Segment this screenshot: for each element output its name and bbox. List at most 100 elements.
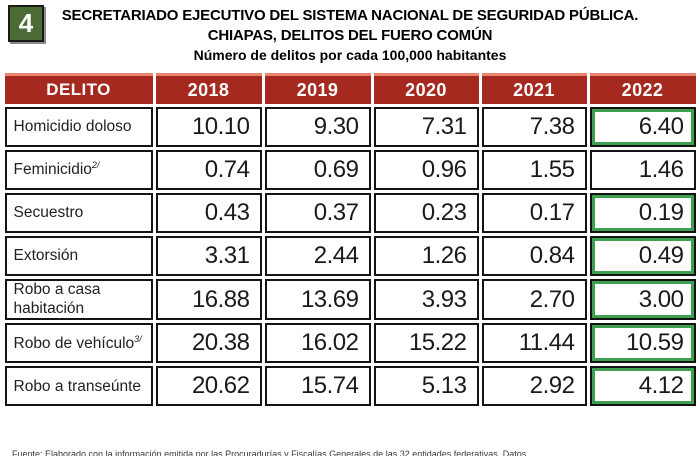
value-cell: 0.17 <box>481 193 587 233</box>
value-cell: 16.02 <box>264 323 371 364</box>
table-row-robo-a-transeunte: Robo a transeúnte 20.62 15.74 5.13 2.92 … <box>4 366 696 407</box>
delito-text: Robo de vehículo <box>13 334 135 352</box>
value-cell: 0.74 <box>155 150 262 190</box>
value-cell: 13.69 <box>264 279 371 321</box>
value-2019: 0.69 <box>313 156 359 183</box>
source-note: Fuente: Elaborado con la información emi… <box>12 449 527 456</box>
highlight-box: 0.49 <box>591 238 694 274</box>
value-cell: 10.10 <box>155 107 262 147</box>
value-2022: 1.46 <box>638 156 684 183</box>
value-cell: 2.70 <box>481 279 587 321</box>
value-2020: 1.26 <box>421 242 467 269</box>
value-cell: 10.59 <box>589 323 696 364</box>
delito-label: Feminicidio2/ <box>4 150 153 190</box>
delito-text: Robo a casa habitación <box>13 281 101 318</box>
highlight-box: 3.00 <box>591 281 694 319</box>
delito-label: Robo a transeúnte <box>4 366 153 407</box>
subtitle: Número de delitos por cada 100,000 habit… <box>193 47 507 63</box>
value-cell: 0.49 <box>589 236 696 276</box>
value-cell: 3.31 <box>155 236 262 276</box>
delito-label: Robo a casa habitación <box>4 279 153 321</box>
value-2019: 2.44 <box>313 242 359 269</box>
value-2021: 7.38 <box>529 113 575 140</box>
value-cell: 15.74 <box>264 366 371 407</box>
value-2018: 20.62 <box>191 372 250 400</box>
table-row-secuestro: Secuestro 0.43 0.37 0.23 0.17 0.19 <box>4 193 696 233</box>
value-cell: 6.40 <box>589 107 696 147</box>
value-cell: 20.38 <box>155 323 262 364</box>
value-2021: 0.84 <box>529 242 575 269</box>
value-2018: 0.43 <box>204 199 250 226</box>
table-row-extorsion: Extorsión 3.31 2.44 1.26 0.84 0.49 <box>4 236 696 276</box>
column-header-2019: 2019 <box>264 73 371 104</box>
value-cell: 3.93 <box>373 279 479 321</box>
value-cell: 3.00 <box>589 279 696 321</box>
value-cell: 1.55 <box>481 150 587 190</box>
header-row: DELITO 2018 2019 2020 2021 2022 <box>4 73 696 104</box>
value-2022: 0.19 <box>638 199 684 226</box>
crime-rate-table: DELITO 2018 2019 2020 2021 2022 Homicidi… <box>2 70 699 409</box>
delito-text: Homicidio doloso <box>13 118 132 136</box>
value-cell: 0.19 <box>589 193 696 233</box>
title-line-2: CHIAPAS, DELITOS DEL FUERO COMÚN <box>207 27 493 44</box>
delito-label: Homicidio doloso <box>4 107 153 147</box>
footnote-marker: 3/ <box>134 333 142 344</box>
value-cell: 0.37 <box>264 193 371 233</box>
delito-text: Secuestro <box>13 204 84 222</box>
footnote-marker: 2/ <box>91 160 100 171</box>
value-cell: 0.69 <box>264 150 371 190</box>
value-cell: 1.46 <box>589 150 696 190</box>
title-line-1: SECRETARIADO EJECUTIVO DEL SISTEMA NACIO… <box>61 7 639 24</box>
value-cell: 2.92 <box>481 366 587 407</box>
value-2021: 1.55 <box>529 156 575 183</box>
value-2019: 16.02 <box>300 329 359 357</box>
table-row-homicidio-doloso: Homicidio doloso 10.10 9.30 7.31 7.38 6.… <box>4 107 696 147</box>
value-cell: 9.30 <box>264 107 371 147</box>
value-2018: 3.31 <box>204 242 250 269</box>
value-2021: 2.92 <box>529 372 575 400</box>
delito-text: Feminicidio <box>13 161 92 179</box>
value-2020: 15.22 <box>408 329 467 357</box>
value-2020: 0.23 <box>421 199 467 226</box>
value-2019: 15.74 <box>300 372 359 400</box>
value-2022: 10.59 <box>625 329 684 357</box>
value-cell: 0.96 <box>373 150 479 190</box>
value-2018: 10.10 <box>191 113 250 140</box>
value-cell: 7.31 <box>373 107 479 147</box>
value-cell: 7.38 <box>481 107 587 147</box>
highlight-box: 4.12 <box>591 368 694 405</box>
value-2022: 6.40 <box>638 113 684 140</box>
value-cell: 0.23 <box>373 193 479 233</box>
value-2022: 0.49 <box>638 242 684 269</box>
value-2018: 16.88 <box>191 285 250 313</box>
delito-text: Robo a transeúnte <box>13 377 142 395</box>
value-2018: 20.38 <box>191 329 250 357</box>
column-header-2021: 2021 <box>481 73 587 104</box>
table-row-feminicidio: Feminicidio2/ 0.74 0.69 0.96 1.55 1.46 <box>4 150 696 190</box>
value-2021: 0.17 <box>529 199 575 226</box>
value-2019: 0.37 <box>313 199 359 226</box>
value-cell: 1.26 <box>373 236 479 276</box>
value-2019: 9.30 <box>313 113 359 140</box>
delito-text: Extorsión <box>13 247 79 265</box>
value-cell: 0.43 <box>155 193 262 233</box>
highlight-box: 6.40 <box>591 109 694 145</box>
value-2020: 5.13 <box>421 372 467 400</box>
value-2021: 11.44 <box>518 329 575 357</box>
value-cell: 11.44 <box>481 323 587 364</box>
value-cell: 20.62 <box>155 366 262 407</box>
value-cell: 2.44 <box>264 236 371 276</box>
value-2018: 0.74 <box>204 156 250 183</box>
value-cell: 16.88 <box>155 279 262 321</box>
value-cell: 0.84 <box>481 236 587 276</box>
highlight-box: 0.19 <box>591 195 694 231</box>
column-header-2018: 2018 <box>155 73 262 104</box>
highlight-box: 10.59 <box>591 325 694 362</box>
value-2020: 3.93 <box>421 285 467 313</box>
panel-number-badge: 4 <box>8 5 44 42</box>
column-header-delito: DELITO <box>4 73 153 104</box>
delito-label: Robo de vehículo3/ <box>4 323 153 364</box>
value-cell: 15.22 <box>373 323 479 364</box>
value-2022: 3.00 <box>638 285 684 313</box>
